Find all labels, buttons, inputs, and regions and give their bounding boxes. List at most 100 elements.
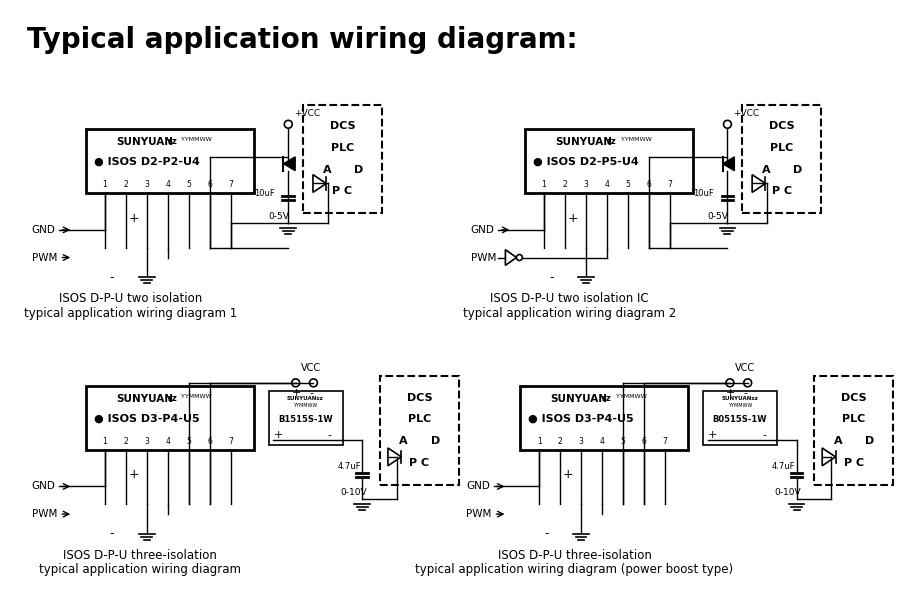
Polygon shape (283, 157, 295, 170)
Text: 5: 5 (186, 437, 191, 446)
FancyBboxPatch shape (86, 386, 254, 450)
Text: 6: 6 (642, 437, 646, 446)
Text: D: D (792, 165, 803, 175)
Text: YYMMWW: YYMMWW (618, 137, 651, 142)
Text: 5: 5 (625, 181, 630, 189)
Text: PLC: PLC (842, 414, 866, 424)
Text: +: + (563, 468, 573, 481)
FancyBboxPatch shape (86, 129, 254, 194)
Text: typical application wiring diagram: typical application wiring diagram (39, 564, 241, 577)
Text: GND: GND (466, 481, 489, 491)
Text: 2: 2 (123, 181, 128, 189)
Circle shape (284, 120, 292, 128)
FancyBboxPatch shape (303, 105, 382, 213)
Circle shape (744, 379, 751, 387)
FancyBboxPatch shape (525, 129, 693, 194)
Text: ISOS D-P-U three-isolation: ISOS D-P-U three-isolation (498, 549, 651, 562)
Polygon shape (313, 175, 326, 192)
Text: sz: sz (602, 394, 612, 403)
Text: -: - (110, 527, 114, 540)
Text: 4: 4 (600, 437, 604, 446)
Text: ● ISOS D2-P2-U4: ● ISOS D2-P2-U4 (94, 157, 200, 167)
Polygon shape (823, 448, 835, 466)
FancyBboxPatch shape (742, 105, 821, 213)
Text: YYMMWW: YYMMWW (293, 403, 318, 407)
Polygon shape (752, 175, 765, 192)
Text: 1: 1 (537, 437, 541, 446)
Text: GND: GND (471, 225, 495, 235)
Text: 4: 4 (165, 181, 170, 189)
Text: typical application wiring diagram (power boost type): typical application wiring diagram (powe… (415, 564, 733, 577)
Text: YYMMWW: YYMMWW (179, 394, 212, 398)
Text: 5: 5 (186, 181, 191, 189)
Text: +: + (129, 468, 140, 481)
Text: PWM: PWM (32, 253, 57, 262)
Text: 6: 6 (646, 181, 651, 189)
Text: +VCC: +VCC (733, 110, 760, 118)
Text: A: A (761, 165, 771, 175)
Text: -: - (110, 271, 114, 284)
Text: typical application wiring diagram 2: typical application wiring diagram 2 (463, 307, 677, 320)
FancyBboxPatch shape (814, 376, 893, 484)
Text: SUNYUAN: SUNYUAN (551, 394, 607, 404)
Text: -: - (310, 388, 313, 398)
Text: SUNYUAN: SUNYUAN (116, 137, 173, 147)
Text: SUNYUANsz: SUNYUANsz (287, 395, 324, 401)
Text: PWM: PWM (466, 509, 491, 519)
Text: 0-10V: 0-10V (341, 488, 367, 497)
Text: ISOS D-P-U two isolation IC: ISOS D-P-U two isolation IC (490, 292, 649, 305)
FancyBboxPatch shape (703, 391, 777, 445)
Text: 2: 2 (123, 437, 128, 446)
FancyBboxPatch shape (268, 391, 342, 445)
Circle shape (726, 379, 734, 387)
FancyBboxPatch shape (520, 386, 688, 450)
Text: 4.7uF: 4.7uF (771, 462, 795, 471)
Text: 1: 1 (102, 181, 107, 189)
Text: SUNYUAN: SUNYUAN (555, 137, 613, 147)
Text: ISOS D-P-U three-isolation: ISOS D-P-U three-isolation (63, 549, 217, 562)
Text: B0515S-1W: B0515S-1W (712, 416, 767, 424)
Text: SUNYUAN: SUNYUAN (116, 394, 173, 404)
Text: DCS: DCS (330, 121, 355, 131)
Text: 7: 7 (667, 181, 672, 189)
Text: -: - (328, 430, 331, 440)
Polygon shape (388, 448, 402, 466)
Text: 4: 4 (165, 437, 170, 446)
FancyBboxPatch shape (380, 376, 459, 484)
Polygon shape (506, 250, 517, 265)
Text: 4.7uF: 4.7uF (338, 462, 362, 471)
Text: ● ISOS D3-P4-U5: ● ISOS D3-P4-U5 (94, 413, 199, 423)
Text: D: D (431, 436, 440, 446)
Text: P C: P C (844, 458, 864, 468)
Text: 0-5V: 0-5V (268, 211, 289, 221)
Text: Typical application wiring diagram:: Typical application wiring diagram: (26, 25, 577, 54)
Text: SUNYUANsz: SUNYUANsz (721, 395, 758, 401)
Text: ● ISOS D2-P5-U4: ● ISOS D2-P5-U4 (533, 157, 639, 167)
Text: +: + (274, 430, 283, 440)
Text: DCS: DCS (841, 392, 866, 403)
Text: PLC: PLC (770, 143, 793, 153)
Text: 7: 7 (228, 181, 233, 189)
Text: P C: P C (332, 186, 352, 197)
Text: GND: GND (32, 481, 56, 491)
Text: GND: GND (32, 225, 56, 235)
Text: 10uF: 10uF (693, 189, 714, 198)
Text: 3: 3 (144, 437, 149, 446)
Text: 5: 5 (621, 437, 625, 446)
Text: 3: 3 (583, 181, 588, 189)
Text: YYMMWW: YYMMWW (614, 394, 646, 398)
Text: 2: 2 (562, 181, 567, 189)
Text: DCS: DCS (406, 392, 433, 403)
Text: D: D (353, 165, 363, 175)
Text: PWM: PWM (32, 509, 57, 519)
Text: +: + (292, 388, 301, 398)
Text: PLC: PLC (331, 143, 354, 153)
Polygon shape (722, 157, 734, 170)
Text: VCC: VCC (735, 363, 755, 373)
Text: -: - (549, 271, 553, 284)
Text: P C: P C (409, 458, 430, 468)
Text: 1: 1 (541, 181, 546, 189)
Text: PWM: PWM (471, 253, 497, 262)
Text: 4: 4 (604, 181, 609, 189)
Text: ISOS D-P-U two isolation: ISOS D-P-U two isolation (58, 292, 202, 305)
